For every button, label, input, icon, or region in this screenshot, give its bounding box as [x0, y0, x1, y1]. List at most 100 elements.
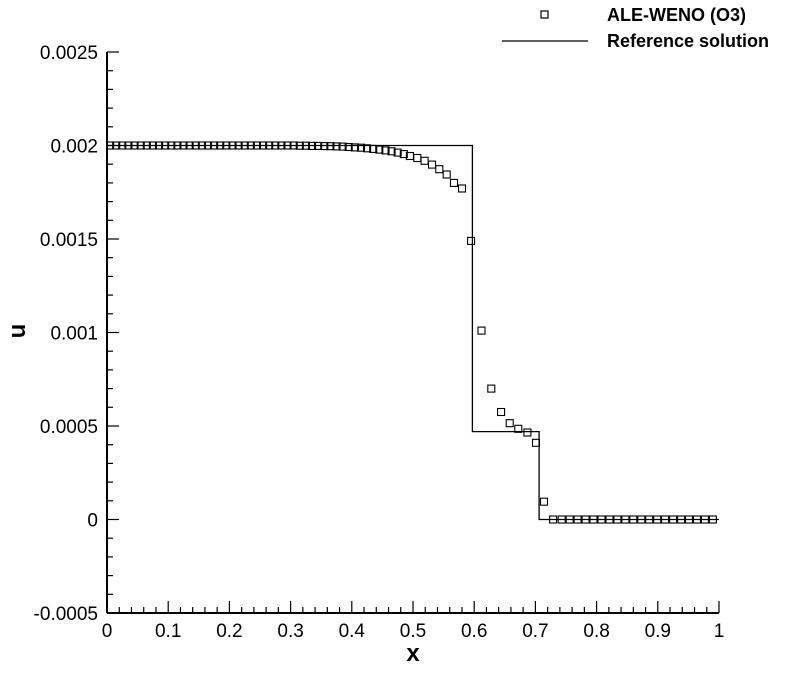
data-point-ale-weno: [467, 236, 476, 245]
y-tick-label: 0.002: [50, 137, 98, 158]
data-series: [106, 141, 719, 524]
x-tick-label: 0.8: [583, 621, 609, 642]
data-point-ale-weno: [549, 515, 558, 524]
y-tick-label: 0.0025: [40, 43, 98, 64]
data-point-ale-weno: [338, 142, 347, 151]
axes: 0 0.1 0.2 0.3 0.4 0.5 0.6 0.7 0.8 0.9 1-0.000500.0…: [34, 43, 725, 642]
data-point-ale-weno: [677, 515, 686, 524]
data-point-ale-weno: [185, 141, 194, 150]
data-point-ale-weno: [565, 515, 574, 524]
data-point-ale-weno: [161, 141, 170, 150]
data-point-ale-weno: [326, 142, 335, 151]
data-point-ale-weno: [356, 143, 366, 152]
y-tick-label: -0.0005: [34, 604, 98, 625]
data-point-ale-weno: [375, 145, 384, 154]
data-point-ale-weno: [106, 141, 115, 150]
data-point-ale-weno: [645, 515, 654, 524]
data-point-ale-weno: [197, 141, 206, 150]
data-point-ale-weno: [203, 141, 213, 150]
data-point-ale-weno: [514, 424, 523, 433]
data-point-ale-weno: [497, 407, 506, 417]
data-point-ale-weno: [136, 141, 145, 150]
data-point-ale-weno: [240, 141, 249, 150]
data-point-ale-weno: [605, 515, 614, 524]
data-point-ale-weno: [557, 515, 566, 524]
data-point-ale-weno: [332, 142, 341, 151]
data-point-ale-weno: [653, 515, 662, 524]
data-point-ale-weno: [154, 141, 164, 150]
data-point-ale-weno: [216, 141, 225, 150]
x-tick-label: 1: [714, 621, 725, 642]
data-point-ale-weno: [173, 141, 182, 150]
data-point-ale-weno: [228, 141, 237, 150]
data-point-ale-weno: [487, 384, 496, 393]
data-point-ale-weno: [301, 141, 310, 150]
x-tick-label: 0.7: [522, 621, 548, 642]
data-point-ale-weno: [167, 141, 176, 150]
data-point-ale-weno: [613, 515, 622, 524]
data-point-ale-weno: [387, 147, 396, 156]
data-point-ale-weno: [277, 141, 286, 150]
data-point-ale-weno: [420, 156, 429, 165]
x-tick-label: 0.9: [645, 621, 671, 642]
data-point-ale-weno: [222, 141, 231, 150]
data-point-ale-weno: [442, 170, 451, 179]
data-point-ale-weno: [684, 515, 694, 524]
data-point-ale-weno: [295, 141, 304, 150]
data-point-ale-weno: [393, 148, 402, 157]
data-point-ale-weno: [234, 141, 243, 150]
data-point-ale-weno: [637, 515, 646, 524]
data-point-ale-weno: [179, 141, 188, 150]
data-point-ale-weno: [124, 141, 133, 150]
data-point-ale-weno: [581, 515, 590, 524]
y-tick-label: 0.0005: [40, 417, 98, 438]
data-point-ale-weno: [314, 141, 323, 150]
data-point-ale-weno: [457, 184, 467, 193]
data-point-ale-weno: [369, 144, 378, 153]
data-point-ale-weno: [427, 160, 437, 169]
data-point-ale-weno: [191, 141, 200, 150]
data-point-ale-weno: [621, 515, 630, 524]
data-point-ale-weno: [589, 515, 598, 524]
y-tick-label: 0: [87, 511, 98, 532]
x-tick-label: 0.3: [277, 621, 303, 642]
legend: ALE-WENO (O3) Reference solution: [502, 5, 769, 51]
data-point-ale-weno: [148, 141, 157, 150]
x-tick-label: 0.4: [339, 621, 366, 642]
data-point-ale-weno: [112, 141, 121, 150]
y-tick-label: 0.0015: [40, 230, 98, 251]
y-axis-title: u: [4, 324, 31, 339]
data-point-ale-weno: [692, 515, 702, 524]
x-axis-title: x: [406, 640, 420, 667]
data-point-ale-weno: [629, 515, 638, 524]
data-point-ale-weno: [350, 143, 359, 152]
x-tick-label: 0.5: [400, 621, 426, 642]
data-point-ale-weno: [661, 515, 670, 524]
data-point-ale-weno: [289, 141, 298, 150]
data-point-ale-weno: [573, 515, 582, 524]
data-point-ale-weno: [539, 497, 549, 506]
data-point-ale-weno: [597, 515, 606, 524]
data-point-ale-weno: [307, 141, 317, 150]
legend-marker-ale-weno: [540, 10, 549, 19]
data-point-ale-weno: [477, 326, 486, 335]
series-line-reference-solution: [107, 144, 719, 521]
data-point-ale-weno: [283, 141, 292, 150]
legend-label-ale-weno: ALE-WENO (O3): [607, 5, 746, 25]
x-tick-label: 0: [102, 621, 113, 642]
data-point-ale-weno: [118, 141, 127, 150]
data-point-ale-weno: [413, 153, 422, 163]
y-tick-label: 0.001: [50, 324, 98, 345]
data-point-ale-weno: [130, 141, 139, 150]
x-tick-label: 0.1: [155, 621, 181, 642]
data-point-ale-weno: [523, 428, 532, 437]
data-point-ale-weno: [246, 141, 255, 150]
data-point-ale-weno: [449, 178, 459, 187]
data-point-ale-weno: [505, 419, 514, 428]
data-point-ale-weno: [320, 142, 329, 151]
data-point-ale-weno: [708, 515, 717, 524]
data-point-ale-weno: [142, 141, 151, 150]
data-point-ale-weno: [259, 141, 268, 150]
data-point-ale-weno: [344, 142, 353, 152]
